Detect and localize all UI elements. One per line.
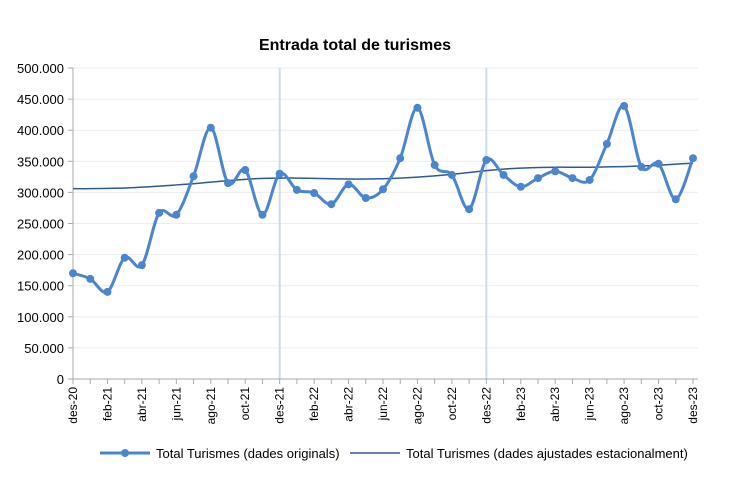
data-point	[465, 205, 474, 214]
x-tick-label: jun-21	[169, 387, 183, 422]
x-tick-label: des-20	[66, 387, 80, 424]
data-point	[689, 154, 697, 163]
data-point	[258, 210, 267, 219]
data-point	[654, 159, 663, 168]
data-point	[379, 185, 387, 194]
x-tick-label: oct-23	[652, 387, 666, 421]
data-point	[430, 161, 439, 170]
data-point	[310, 189, 319, 198]
data-point	[344, 180, 353, 189]
x-tick-label: ago-21	[204, 387, 218, 425]
y-tick-label: 500.000	[17, 61, 64, 76]
data-point	[585, 175, 594, 184]
legend: Total Turismes (dades originals) Total T…	[100, 446, 688, 461]
data-point	[637, 162, 646, 171]
data-point	[103, 287, 112, 296]
data-point	[292, 185, 301, 194]
data-point	[206, 123, 215, 132]
y-tick-label: 300.000	[17, 185, 64, 200]
x-axis: des-20 feb-21 abr-21 jun-21 ago-21 oct-21 des-…	[66, 378, 700, 425]
y-tick-label: 100.000	[17, 310, 64, 325]
y-tick-label: 250.000	[17, 217, 64, 232]
data-point	[499, 170, 508, 179]
data-point	[396, 154, 405, 163]
x-tick-label: oct-21	[238, 387, 252, 421]
data-point	[137, 261, 146, 270]
data-point	[516, 182, 525, 191]
data-point	[620, 101, 629, 110]
legend-label-originals: Total Turismes (dades originals)	[156, 446, 340, 461]
data-point	[447, 170, 456, 179]
y-tick-label: 0	[57, 372, 64, 387]
y-tick-label: 400.000	[17, 123, 64, 138]
x-tick-label: oct-22	[445, 387, 459, 421]
x-tick-label: des-23	[686, 387, 700, 424]
y-tick-label: 450.000	[17, 92, 64, 107]
data-point	[224, 179, 232, 188]
data-point	[361, 193, 370, 202]
data-point	[120, 253, 129, 262]
y-tick-label: 200.000	[17, 248, 64, 263]
data-point	[86, 274, 95, 283]
legend-label-adjusted: Total Turismes (dades ajustades estacion…	[406, 446, 688, 461]
series-line-originals	[72, 104, 695, 294]
vertical-markers	[278, 68, 488, 379]
series-group	[69, 101, 697, 296]
data-point	[551, 167, 560, 176]
x-tick-label: ago-22	[410, 387, 424, 425]
data-point	[482, 156, 491, 165]
y-tick-label: 150.000	[17, 279, 64, 294]
data-point	[241, 166, 250, 175]
data-point	[69, 269, 77, 278]
data-point	[568, 174, 577, 183]
x-tick-label: jun-23	[583, 387, 597, 422]
x-tick-label: abr-21	[135, 387, 149, 422]
data-point	[327, 200, 336, 209]
chart-title: Entrada total de turismes	[259, 37, 451, 54]
x-tick-label: feb-23	[514, 387, 528, 421]
y-tick-label: 350.000	[17, 154, 64, 169]
data-point	[155, 208, 164, 217]
data-point	[671, 195, 680, 204]
data-point	[534, 174, 542, 183]
x-tick-label: des-21	[273, 387, 287, 424]
data-point	[413, 103, 422, 112]
x-tick-label: abr-22	[342, 387, 356, 422]
x-tick-label: des-22	[479, 387, 493, 424]
x-tick-label: feb-21	[100, 387, 114, 421]
data-point	[189, 172, 198, 181]
x-tick-label: ago-23	[617, 387, 631, 425]
legend-marker-originals	[121, 449, 129, 457]
data-point	[275, 169, 284, 178]
y-tick-label: 50.000	[24, 341, 64, 356]
gridlines	[73, 67, 698, 349]
data-point	[602, 139, 611, 148]
y-axis: 0 50.000 100.000 150.000 200.000 250.000 300.0…	[17, 61, 74, 387]
x-tick-label: feb-22	[307, 387, 321, 421]
x-tick-label: abr-23	[548, 387, 562, 422]
data-point	[172, 210, 181, 219]
series-line-adjusted	[72, 162, 694, 190]
x-tick-label: jun-22	[376, 387, 390, 422]
